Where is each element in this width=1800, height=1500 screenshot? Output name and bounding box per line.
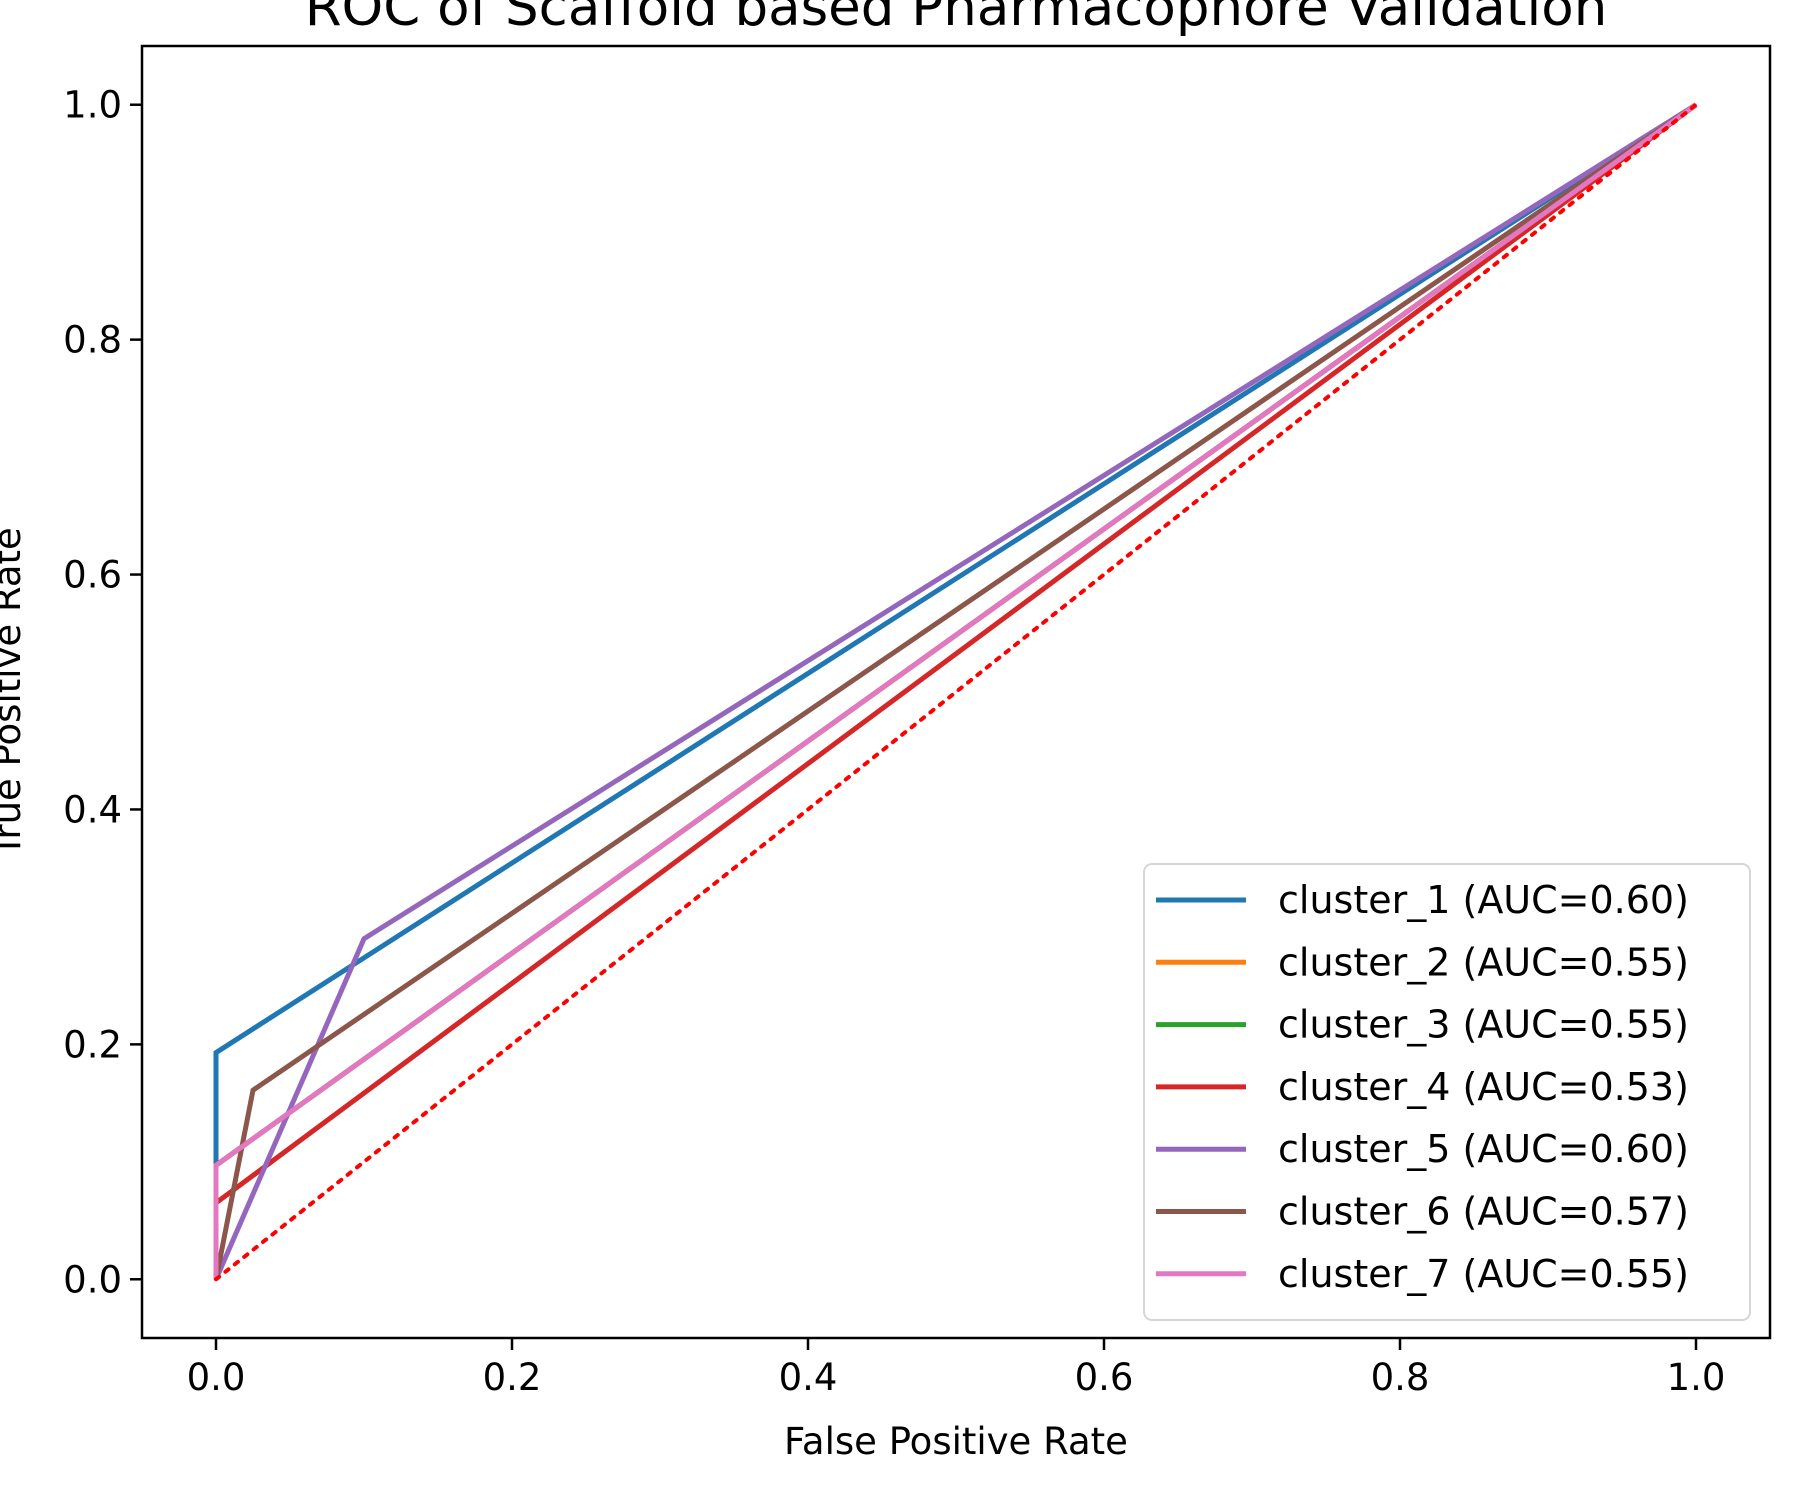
legend-label-cluster-7: cluster_7 (AUC=0.55)	[1278, 1252, 1689, 1296]
x-tick-label: 0.0	[187, 1356, 246, 1399]
x-tick-label: 0.6	[1075, 1356, 1134, 1399]
legend: cluster_1 (AUC=0.60) cluster_2 (AUC=0.55)…	[1143, 863, 1751, 1321]
x-tick-label: 1.0	[1667, 1356, 1726, 1399]
series-line-cluster-6	[213, 102, 1698, 1280]
x-tick-label: 0.4	[779, 1356, 838, 1399]
legend-box	[1143, 863, 1751, 1321]
legend-label-cluster-6: cluster_6 (AUC=0.57)	[1278, 1190, 1689, 1234]
x-tick-label: 0.8	[1371, 1356, 1430, 1399]
y-tick-label: 0.4	[63, 788, 122, 831]
legend-label-cluster-4: cluster_4 (AUC=0.53)	[1278, 1065, 1689, 1109]
legend-label-cluster-2: cluster_2 (AUC=0.55)	[1278, 940, 1689, 984]
tick-layer: 0.0 0.2 0.4 0.6 0.8 1.0 0.0 0.2 0.4 0.6 0.8 1.0	[63, 84, 1725, 1399]
y-tick-label: 0.6	[63, 554, 122, 597]
series-line-cluster-5	[213, 102, 1698, 1281]
series-line-cluster-7	[213, 102, 1698, 1280]
legend-label-cluster-3: cluster_3 (AUC=0.55)	[1278, 1003, 1689, 1047]
y-tick-label: 1.0	[63, 84, 122, 127]
chart-title: ROC of Scaffold based Pharmacophore Vali…	[305, 0, 1608, 38]
y-tick-label: 0.8	[63, 319, 122, 362]
y-tick-label: 0.2	[63, 1023, 122, 1066]
plot-layer	[213, 102, 1698, 1282]
x-axis-label: False Positive Rate	[784, 1420, 1128, 1463]
y-tick-label: 0.0	[63, 1258, 122, 1301]
x-tick-label: 0.2	[483, 1356, 542, 1399]
legend-label-cluster-5: cluster_5 (AUC=0.60)	[1278, 1127, 1689, 1171]
reference-diagonal-line	[214, 102, 1698, 1282]
y-axis-label: True Positive Rate	[0, 527, 29, 858]
plot-frame	[140, 44, 1772, 1340]
legend-label-cluster-1: cluster_1 (AUC=0.60)	[1278, 878, 1689, 922]
